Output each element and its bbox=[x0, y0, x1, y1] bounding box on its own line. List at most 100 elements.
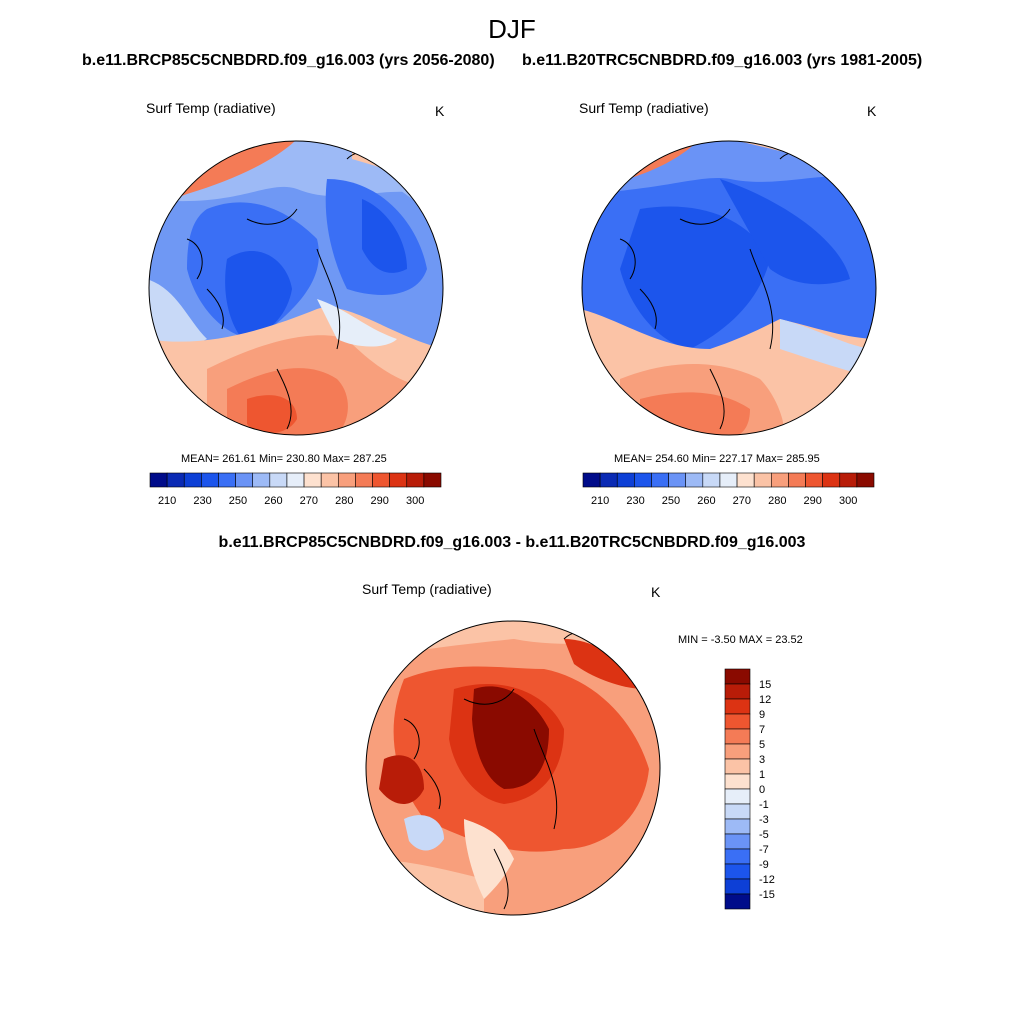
difference-colorbar-tick-label: -15 bbox=[759, 889, 775, 901]
control-colorbar-swatch bbox=[685, 472, 704, 488]
difference-colorbar-tick-label: 1 bbox=[759, 769, 765, 781]
difference-colorbar-swatch bbox=[724, 728, 751, 745]
control-colorbar-swatch bbox=[805, 472, 823, 488]
case-colorbar-swatch bbox=[269, 472, 288, 488]
control-colorbar-swatch bbox=[634, 472, 652, 488]
control-stats: MEAN= 254.60 Min= 227.17 Max= 285.95 bbox=[614, 453, 820, 465]
control-colorbar-swatch bbox=[702, 472, 721, 488]
control-units-label: K bbox=[867, 103, 877, 119]
difference-colorbar-tick-label: 15 bbox=[759, 679, 771, 691]
case-colorbar-tick-label: 290 bbox=[371, 495, 389, 507]
control-variable-label: Surf Temp (radiative) bbox=[579, 100, 709, 116]
case-colorbar-swatch bbox=[355, 472, 373, 488]
difference-colorbar-swatch bbox=[724, 863, 751, 880]
case-colorbar-swatch bbox=[406, 472, 425, 488]
difference-units-label: K bbox=[651, 584, 661, 600]
control-colorbar-swatch bbox=[599, 472, 618, 488]
case-colorbar-swatch bbox=[149, 472, 168, 488]
case-colorbar-swatch bbox=[337, 472, 356, 488]
difference-colorbar-tick-label: -9 bbox=[759, 859, 769, 871]
control-colorbar: 210 230 250 260 270 280 290 300 bbox=[582, 472, 875, 507]
control-colorbar-tick-label: 290 bbox=[804, 495, 822, 507]
control-colorbar-tick-label: 270 bbox=[733, 495, 751, 507]
control-colorbar-swatch bbox=[839, 472, 858, 488]
difference-polar-map bbox=[365, 620, 661, 916]
case-units-label: K bbox=[435, 103, 445, 119]
difference-colorbar-swatch bbox=[724, 803, 751, 820]
case-colorbar-tick-label: 300 bbox=[406, 495, 424, 507]
difference-colorbar-tick-label: 12 bbox=[759, 694, 771, 706]
control-colorbar-swatch bbox=[616, 472, 635, 488]
difference-colorbar-tick-label: 0 bbox=[759, 784, 765, 796]
control-colorbar-tick-label: 260 bbox=[697, 495, 715, 507]
difference-colorbar-swatch bbox=[724, 878, 751, 895]
case-colorbar-swatch bbox=[320, 472, 339, 488]
control-colorbar-swatch bbox=[770, 472, 789, 488]
difference-colorbar: 15 12 9 7 5 3 1 0 -1 -3 -5 -7 -9 -12 -15 bbox=[724, 668, 775, 910]
case-stats: MEAN= 261.61 Min= 230.80 Max= 287.25 bbox=[181, 453, 387, 465]
case-colorbar-tick-label: 280 bbox=[335, 495, 353, 507]
control-colorbar-swatch bbox=[719, 472, 738, 488]
difference-colorbar-tick-label: -7 bbox=[759, 844, 769, 856]
figure-title: DJF bbox=[488, 14, 536, 44]
difference-stats: MIN = -3.50 MAX = 23.52 bbox=[678, 634, 803, 646]
case-colorbar-swatch bbox=[252, 472, 271, 488]
difference-colorbar-swatch bbox=[724, 773, 751, 790]
difference-header: b.e11.BRCP85C5CNBDRD.f09_g16.003 - b.e11… bbox=[218, 534, 806, 551]
difference-colorbar-swatch bbox=[724, 893, 751, 910]
case-colorbar-swatch bbox=[201, 472, 219, 488]
case-colorbar-swatch bbox=[183, 472, 202, 488]
case-colorbar-swatch bbox=[166, 472, 185, 488]
difference-colorbar-swatch bbox=[724, 833, 751, 850]
case-variable-label: Surf Temp (radiative) bbox=[146, 100, 276, 116]
case-colorbar-tick-label: 230 bbox=[193, 495, 211, 507]
case-colorbar-swatch bbox=[423, 472, 442, 488]
control-colorbar-tick-label: 250 bbox=[662, 495, 680, 507]
control-colorbar-tick-label: 280 bbox=[768, 495, 786, 507]
case-colorbar-tick-label: 270 bbox=[300, 495, 318, 507]
difference-colorbar-tick-label: -12 bbox=[759, 874, 775, 886]
difference-colorbar-tick-label: -5 bbox=[759, 829, 769, 841]
difference-colorbar-swatch bbox=[724, 698, 751, 715]
control-colorbar-swatch bbox=[668, 472, 687, 488]
control-colorbar-tick-label: 230 bbox=[626, 495, 644, 507]
difference-colorbar-swatch bbox=[724, 848, 751, 865]
case-colorbar-swatch bbox=[235, 472, 254, 488]
difference-colorbar-tick-label: -1 bbox=[759, 799, 769, 811]
control-colorbar-swatch bbox=[651, 472, 669, 488]
difference-colorbar-swatch bbox=[724, 713, 751, 730]
case-colorbar: 210 230 250 260 270 280 290 300 bbox=[149, 472, 442, 507]
control-colorbar-swatch bbox=[822, 472, 841, 488]
case-colorbar-swatch bbox=[389, 472, 408, 488]
case-colorbar-swatch bbox=[286, 472, 305, 488]
case-colorbar-tick-label: 250 bbox=[229, 495, 247, 507]
difference-colorbar-swatch bbox=[724, 818, 751, 835]
difference-colorbar-swatch bbox=[724, 683, 751, 700]
case-colorbar-tick-label: 210 bbox=[158, 495, 176, 507]
case-colorbar-swatch bbox=[372, 472, 390, 488]
case-colorbar-tick-label: 260 bbox=[264, 495, 282, 507]
difference-colorbar-tick-label: 9 bbox=[759, 709, 765, 721]
difference-variable-label: Surf Temp (radiative) bbox=[362, 581, 492, 597]
case-header: b.e11.BRCP85C5CNBDRD.f09_g16.003 (yrs 20… bbox=[82, 52, 495, 69]
control-colorbar-swatch bbox=[788, 472, 806, 488]
case-polar-map bbox=[148, 140, 444, 436]
difference-colorbar-swatch bbox=[724, 788, 751, 805]
difference-colorbar-swatch bbox=[724, 743, 751, 760]
difference-colorbar-tick-label: 7 bbox=[759, 724, 765, 736]
difference-colorbar-swatch bbox=[724, 758, 751, 775]
control-header: b.e11.B20TRC5CNBDRD.f09_g16.003 (yrs 198… bbox=[522, 52, 923, 69]
difference-colorbar-swatch bbox=[724, 668, 751, 685]
control-colorbar-swatch bbox=[582, 472, 601, 488]
control-colorbar-swatch bbox=[736, 472, 755, 488]
control-polar-map bbox=[581, 140, 877, 436]
control-colorbar-tick-label: 300 bbox=[839, 495, 857, 507]
difference-colorbar-tick-label: -3 bbox=[759, 814, 769, 826]
difference-colorbar-tick-label: 3 bbox=[759, 754, 765, 766]
case-colorbar-swatch bbox=[218, 472, 236, 488]
difference-colorbar-tick-label: 5 bbox=[759, 739, 765, 751]
control-colorbar-swatch bbox=[856, 472, 875, 488]
control-colorbar-tick-label: 210 bbox=[591, 495, 609, 507]
control-colorbar-swatch bbox=[753, 472, 772, 488]
case-colorbar-swatch bbox=[303, 472, 322, 488]
